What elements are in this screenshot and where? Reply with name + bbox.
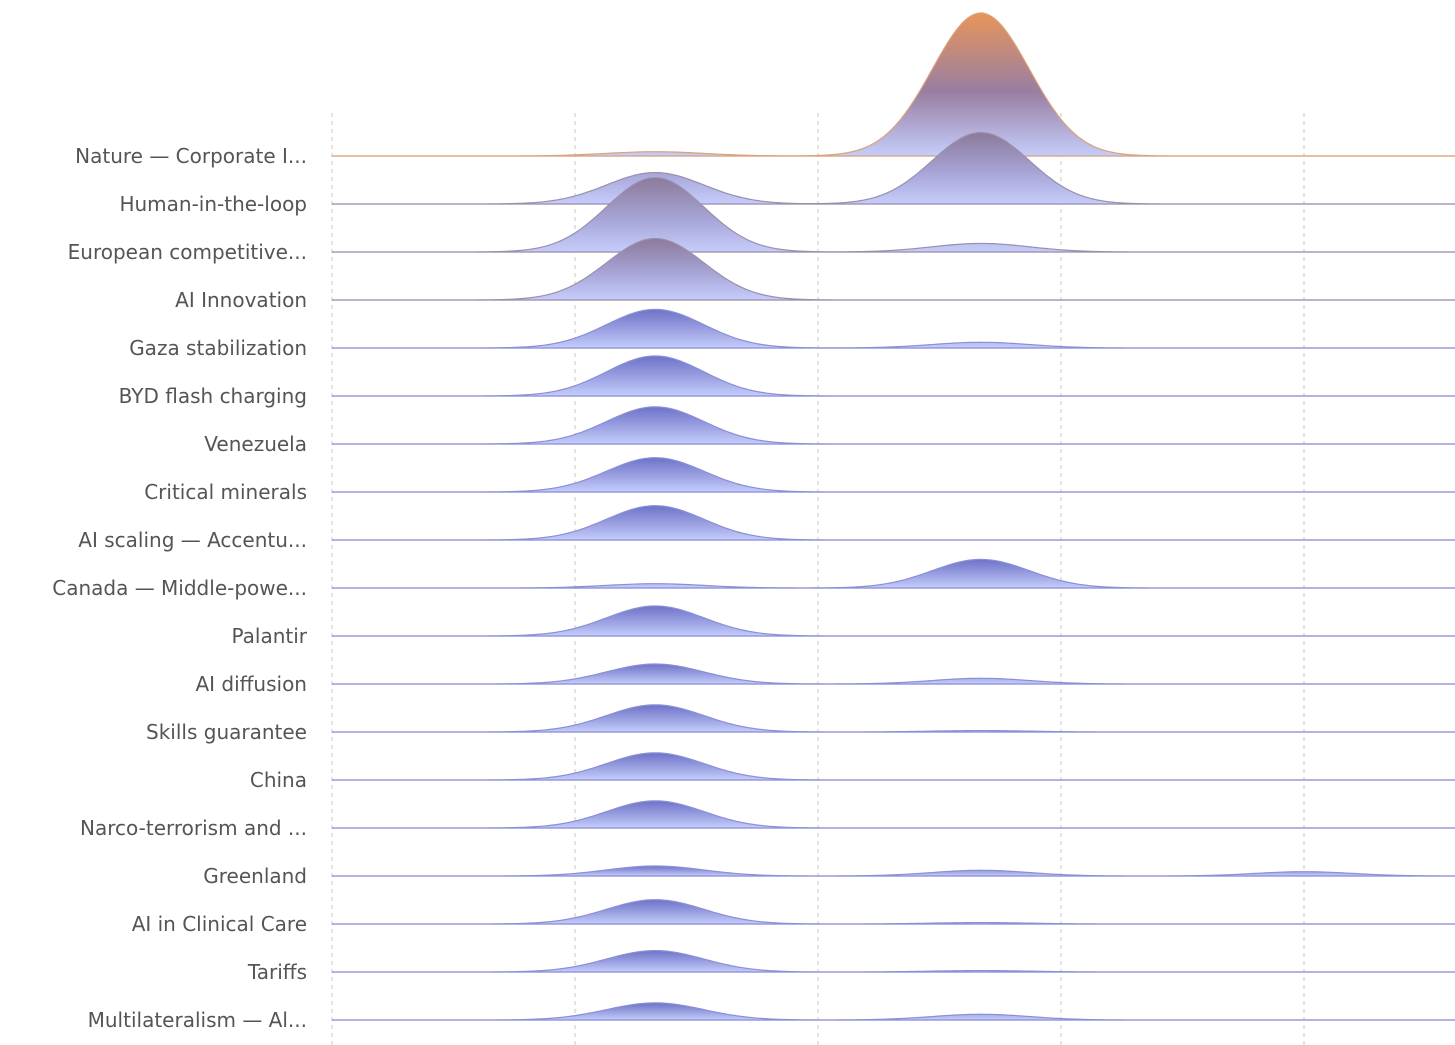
row-label: China bbox=[250, 768, 307, 792]
ridge-area bbox=[332, 800, 1455, 829]
row-label: Multilateralism — Al... bbox=[88, 1008, 307, 1032]
row-label: Palantir bbox=[231, 624, 307, 648]
row-label: Skills guarantee bbox=[146, 720, 307, 744]
ridge-area bbox=[332, 558, 1455, 589]
row-label: Critical minerals bbox=[144, 480, 307, 504]
ridge-area bbox=[332, 177, 1455, 253]
row-label: AI in Clinical Care bbox=[132, 912, 307, 936]
row-label: Narco-terrorism and ... bbox=[80, 816, 307, 840]
row-label: BYD flash charging bbox=[119, 384, 307, 408]
ridge-area bbox=[332, 308, 1455, 349]
row-label: Venezuela bbox=[204, 432, 307, 456]
ridge-area bbox=[332, 865, 1455, 877]
vertical-gridlines bbox=[331, 113, 1305, 1045]
ridge-area bbox=[332, 406, 1455, 445]
row-label: Gaza stabilization bbox=[129, 336, 307, 360]
ridge-series bbox=[332, 12, 1455, 1021]
ridge-area bbox=[332, 899, 1455, 925]
ridge-area bbox=[332, 457, 1455, 493]
ridge-area bbox=[332, 12, 1455, 157]
ridge-area bbox=[332, 505, 1455, 541]
ridge-area bbox=[332, 663, 1455, 685]
ridge-area bbox=[332, 704, 1455, 733]
ridge-area bbox=[332, 605, 1455, 637]
row-label: Canada — Middle-powe... bbox=[52, 576, 307, 600]
ridge-area bbox=[332, 1002, 1455, 1021]
ridge-area bbox=[332, 355, 1455, 397]
ridge-area bbox=[332, 131, 1455, 205]
row-label: AI scaling — Accentu... bbox=[78, 528, 307, 552]
row-label: Greenland bbox=[203, 864, 307, 888]
row-label: AI diffusion bbox=[195, 672, 307, 696]
ridge-area bbox=[332, 237, 1455, 301]
row-label: Tariffs bbox=[247, 960, 307, 984]
row-label: Human-in-the-loop bbox=[119, 192, 307, 216]
row-label: European competitive... bbox=[68, 240, 307, 264]
row-label: Nature — Corporate I... bbox=[75, 144, 307, 168]
ridge-area bbox=[332, 949, 1455, 973]
ridge-area bbox=[332, 752, 1455, 781]
row-label: AI Innovation bbox=[175, 288, 307, 312]
row-labels: Nature — Corporate I... Human-in-the-loop… bbox=[52, 144, 308, 1032]
